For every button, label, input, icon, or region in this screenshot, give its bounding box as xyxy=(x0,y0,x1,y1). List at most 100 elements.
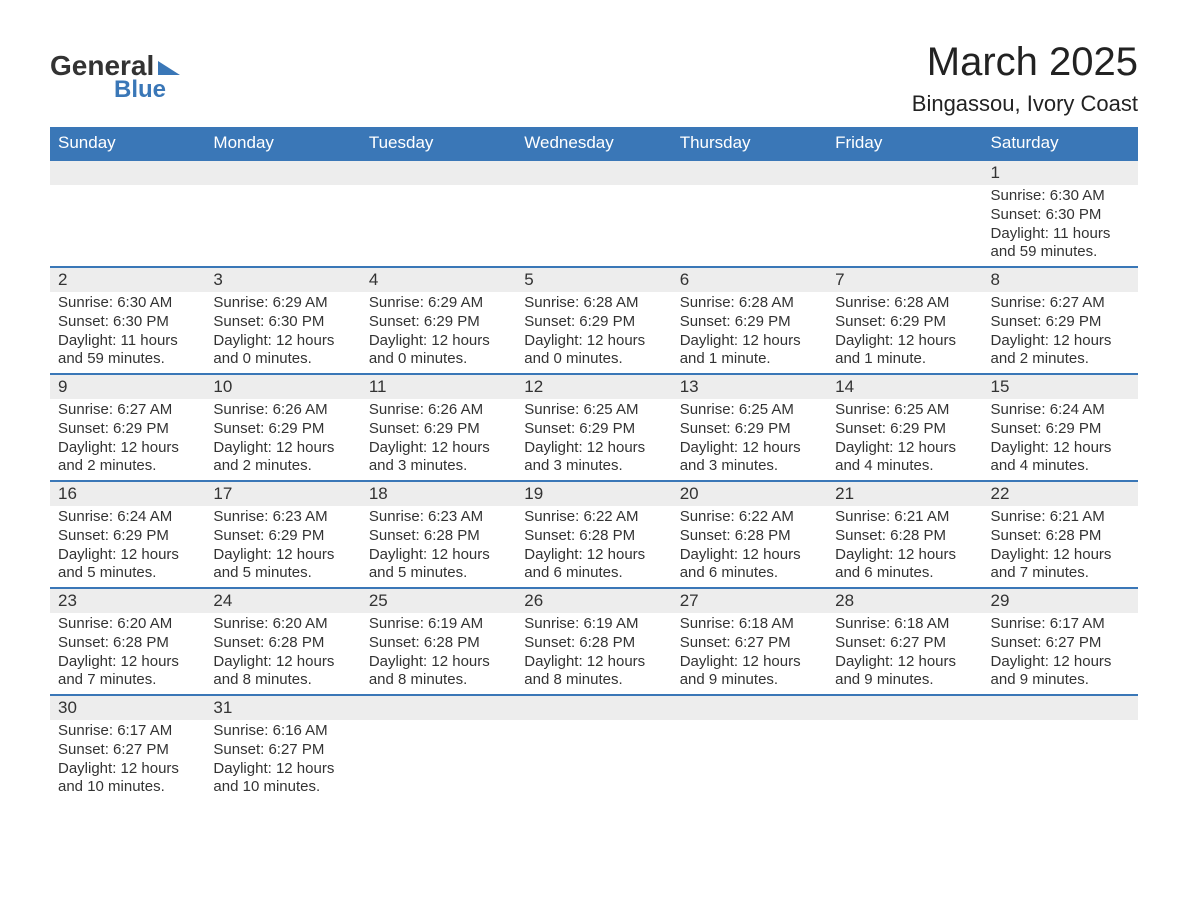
weekday-header: Thursday xyxy=(672,127,827,160)
day-number: 30 xyxy=(50,696,205,720)
calendar-cell: 9Sunrise: 6:27 AMSunset: 6:29 PMDaylight… xyxy=(50,374,205,481)
calendar-cell: 17Sunrise: 6:23 AMSunset: 6:29 PMDayligh… xyxy=(205,481,360,588)
sunset-line: Sunset: 6:28 PM xyxy=(524,634,663,653)
sunrise-line: Sunrise: 6:30 AM xyxy=(58,294,197,313)
daylight-line: Daylight: 12 hours and 8 minutes. xyxy=(524,653,663,691)
day-number: 24 xyxy=(205,589,360,613)
daylight-line: Daylight: 12 hours and 1 minute. xyxy=(835,332,974,370)
sunset-line: Sunset: 6:28 PM xyxy=(991,527,1130,546)
sunset-line: Sunset: 6:29 PM xyxy=(991,313,1130,332)
daylight-line: Daylight: 12 hours and 10 minutes. xyxy=(213,760,352,798)
day-number: 13 xyxy=(672,375,827,399)
calendar-cell: 4Sunrise: 6:29 AMSunset: 6:29 PMDaylight… xyxy=(361,267,516,374)
sunrise-line: Sunrise: 6:18 AM xyxy=(835,615,974,634)
day-details: Sunrise: 6:22 AMSunset: 6:28 PMDaylight:… xyxy=(516,506,671,587)
day-number: 25 xyxy=(361,589,516,613)
calendar-row: 23Sunrise: 6:20 AMSunset: 6:28 PMDayligh… xyxy=(50,588,1138,695)
daylight-line: Daylight: 12 hours and 7 minutes. xyxy=(58,653,197,691)
day-details: Sunrise: 6:21 AMSunset: 6:28 PMDaylight:… xyxy=(983,506,1138,587)
brand-triangle-icon xyxy=(158,61,180,75)
sunrise-line: Sunrise: 6:21 AM xyxy=(991,508,1130,527)
daylight-line: Daylight: 12 hours and 2 minutes. xyxy=(991,332,1130,370)
daylight-line: Daylight: 12 hours and 2 minutes. xyxy=(58,439,197,477)
calendar-cell: 8Sunrise: 6:27 AMSunset: 6:29 PMDaylight… xyxy=(983,267,1138,374)
sunrise-line: Sunrise: 6:27 AM xyxy=(991,294,1130,313)
day-details: Sunrise: 6:20 AMSunset: 6:28 PMDaylight:… xyxy=(205,613,360,694)
day-details: Sunrise: 6:24 AMSunset: 6:29 PMDaylight:… xyxy=(50,506,205,587)
daylight-line: Daylight: 12 hours and 6 minutes. xyxy=(835,546,974,584)
day-details: Sunrise: 6:18 AMSunset: 6:27 PMDaylight:… xyxy=(827,613,982,694)
sunset-line: Sunset: 6:29 PM xyxy=(213,527,352,546)
calendar-cell: 29Sunrise: 6:17 AMSunset: 6:27 PMDayligh… xyxy=(983,588,1138,695)
daylight-line: Daylight: 12 hours and 3 minutes. xyxy=(524,439,663,477)
day-details: Sunrise: 6:29 AMSunset: 6:30 PMDaylight:… xyxy=(205,292,360,373)
calendar-cell: 1Sunrise: 6:30 AMSunset: 6:30 PMDaylight… xyxy=(983,160,1138,267)
day-number xyxy=(50,161,205,185)
day-number: 3 xyxy=(205,268,360,292)
daylight-line: Daylight: 12 hours and 9 minutes. xyxy=(991,653,1130,691)
daylight-line: Daylight: 12 hours and 8 minutes. xyxy=(369,653,508,691)
calendar-cell xyxy=(205,160,360,267)
sunrise-line: Sunrise: 6:20 AM xyxy=(58,615,197,634)
daylight-line: Daylight: 12 hours and 4 minutes. xyxy=(991,439,1130,477)
weekday-header-row: SundayMondayTuesdayWednesdayThursdayFrid… xyxy=(50,127,1138,160)
day-details xyxy=(516,185,671,191)
daylight-line: Daylight: 12 hours and 3 minutes. xyxy=(369,439,508,477)
page-title: March 2025 xyxy=(912,40,1138,85)
daylight-line: Daylight: 12 hours and 6 minutes. xyxy=(680,546,819,584)
sunset-line: Sunset: 6:29 PM xyxy=(58,420,197,439)
day-details xyxy=(672,185,827,191)
day-number: 6 xyxy=(672,268,827,292)
calendar-cell: 22Sunrise: 6:21 AMSunset: 6:28 PMDayligh… xyxy=(983,481,1138,588)
day-number xyxy=(361,696,516,720)
calendar-cell: 7Sunrise: 6:28 AMSunset: 6:29 PMDaylight… xyxy=(827,267,982,374)
day-details: Sunrise: 6:28 AMSunset: 6:29 PMDaylight:… xyxy=(672,292,827,373)
sunset-line: Sunset: 6:28 PM xyxy=(835,527,974,546)
sunrise-line: Sunrise: 6:17 AM xyxy=(58,722,197,741)
sunset-line: Sunset: 6:28 PM xyxy=(58,634,197,653)
calendar-cell: 13Sunrise: 6:25 AMSunset: 6:29 PMDayligh… xyxy=(672,374,827,481)
calendar-row: 16Sunrise: 6:24 AMSunset: 6:29 PMDayligh… xyxy=(50,481,1138,588)
calendar-cell: 10Sunrise: 6:26 AMSunset: 6:29 PMDayligh… xyxy=(205,374,360,481)
calendar-cell: 19Sunrise: 6:22 AMSunset: 6:28 PMDayligh… xyxy=(516,481,671,588)
calendar-cell: 24Sunrise: 6:20 AMSunset: 6:28 PMDayligh… xyxy=(205,588,360,695)
sunset-line: Sunset: 6:29 PM xyxy=(213,420,352,439)
weekday-header: Wednesday xyxy=(516,127,671,160)
calendar-cell: 11Sunrise: 6:26 AMSunset: 6:29 PMDayligh… xyxy=(361,374,516,481)
sunset-line: Sunset: 6:29 PM xyxy=(369,420,508,439)
sunset-line: Sunset: 6:29 PM xyxy=(58,527,197,546)
sunset-line: Sunset: 6:29 PM xyxy=(991,420,1130,439)
daylight-line: Daylight: 12 hours and 0 minutes. xyxy=(524,332,663,370)
day-details xyxy=(827,720,982,726)
day-number: 23 xyxy=(50,589,205,613)
day-number: 16 xyxy=(50,482,205,506)
day-number: 10 xyxy=(205,375,360,399)
sunset-line: Sunset: 6:29 PM xyxy=(680,420,819,439)
header: General Blue March 2025 Bingassou, Ivory… xyxy=(50,40,1138,117)
day-number: 15 xyxy=(983,375,1138,399)
calendar-cell: 26Sunrise: 6:19 AMSunset: 6:28 PMDayligh… xyxy=(516,588,671,695)
sunset-line: Sunset: 6:27 PM xyxy=(835,634,974,653)
daylight-line: Daylight: 12 hours and 2 minutes. xyxy=(213,439,352,477)
calendar-cell xyxy=(361,695,516,801)
sunrise-line: Sunrise: 6:19 AM xyxy=(524,615,663,634)
weekday-header: Saturday xyxy=(983,127,1138,160)
day-number: 9 xyxy=(50,375,205,399)
location-subtitle: Bingassou, Ivory Coast xyxy=(912,91,1138,117)
sunrise-line: Sunrise: 6:24 AM xyxy=(58,508,197,527)
day-number: 17 xyxy=(205,482,360,506)
day-number: 27 xyxy=(672,589,827,613)
sunrise-line: Sunrise: 6:23 AM xyxy=(369,508,508,527)
daylight-line: Daylight: 12 hours and 1 minute. xyxy=(680,332,819,370)
day-details xyxy=(361,720,516,726)
day-number: 1 xyxy=(983,161,1138,185)
sunrise-line: Sunrise: 6:24 AM xyxy=(991,401,1130,420)
sunrise-line: Sunrise: 6:23 AM xyxy=(213,508,352,527)
daylight-line: Daylight: 12 hours and 0 minutes. xyxy=(369,332,508,370)
calendar-cell: 15 Sunrise: 6:24 AMSunset: 6:29 PMDayligh… xyxy=(983,374,1138,481)
day-number xyxy=(983,696,1138,720)
sunrise-line: Sunrise: 6:18 AM xyxy=(680,615,819,634)
sunset-line: Sunset: 6:28 PM xyxy=(213,634,352,653)
calendar-table: SundayMondayTuesdayWednesdayThursdayFrid… xyxy=(50,127,1138,801)
calendar-cell xyxy=(516,160,671,267)
